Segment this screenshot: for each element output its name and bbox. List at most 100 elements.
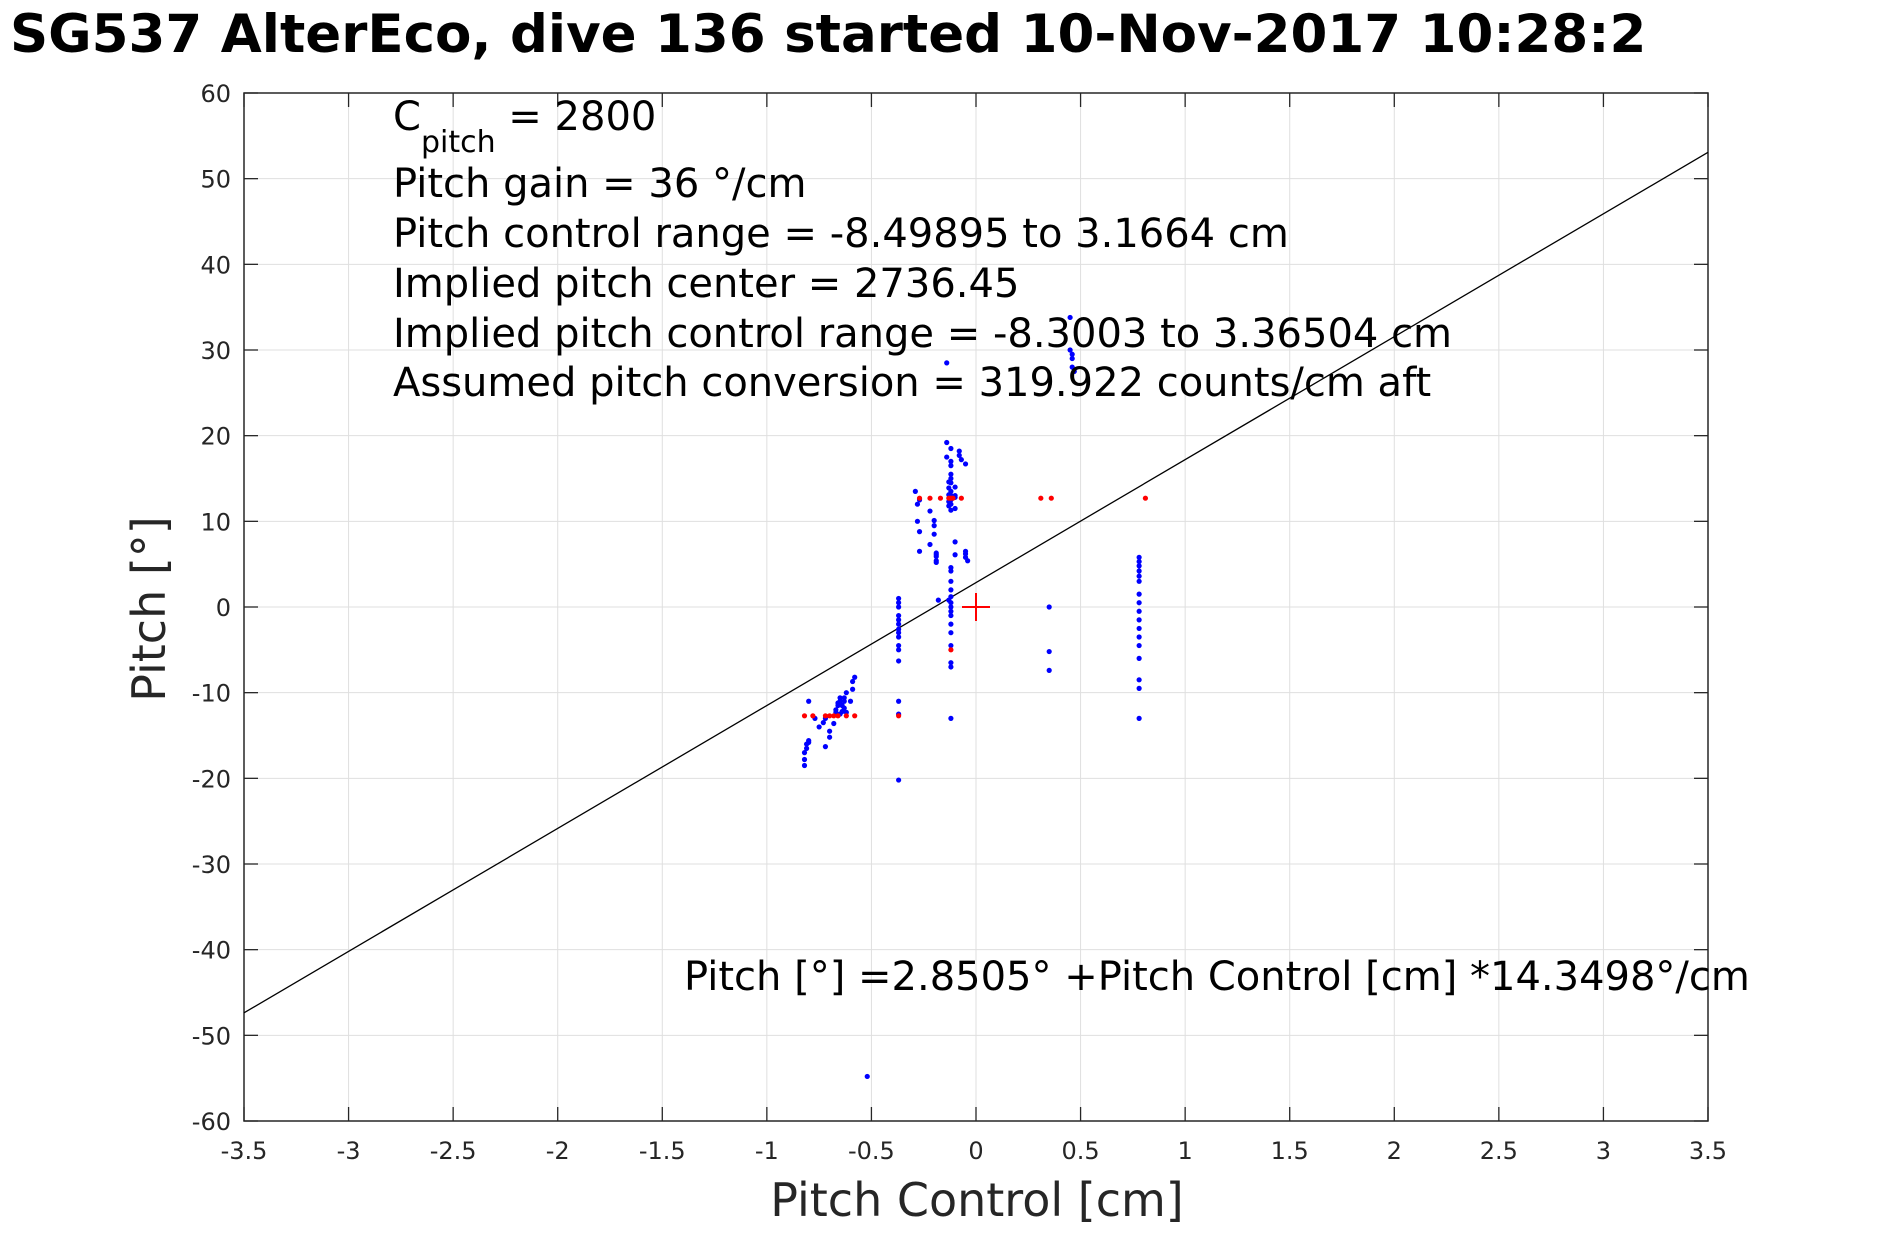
data-point-blue — [1136, 591, 1142, 597]
data-point-blue — [850, 686, 856, 692]
data-point-blue — [944, 360, 950, 366]
data-point-blue — [1136, 625, 1142, 632]
data-point-blue — [948, 612, 954, 619]
data-point-blue — [1136, 563, 1142, 569]
data-point-blue — [843, 690, 849, 696]
data-point-blue — [948, 488, 954, 494]
data-point-blue — [933, 559, 939, 566]
tick-marks — [243, 92, 1709, 1122]
data-point-red — [831, 713, 837, 719]
data-point-blue — [827, 728, 833, 734]
data-point-blue — [896, 612, 902, 619]
data-point-blue — [896, 647, 902, 653]
data-point-blue — [896, 658, 902, 664]
x-tick-label: -0.5 — [848, 1137, 895, 1165]
chart-title: SG537 AlterEco, dive 136 started 10-Nov-… — [10, 4, 1647, 65]
data-point-blue — [1136, 554, 1142, 560]
data-point-blue — [931, 523, 937, 529]
y-axis-label: Pitch [°] — [122, 516, 176, 702]
data-point-blue — [841, 698, 847, 704]
data-point-blue — [837, 695, 843, 701]
data-point-blue — [1136, 617, 1142, 623]
data-point-blue — [916, 529, 923, 535]
data-point-blue — [896, 626, 902, 632]
data-point-blue — [1136, 608, 1142, 614]
data-point-blue — [801, 756, 808, 763]
data-point-blue — [896, 698, 902, 704]
data-point-blue — [896, 604, 902, 610]
data-point-blue — [896, 777, 902, 783]
data-point-blue — [952, 484, 958, 490]
data-point-blue — [965, 558, 971, 564]
data-point-red — [950, 495, 956, 501]
data-point-blue — [820, 720, 826, 726]
fit-line — [243, 151, 1709, 1014]
data-point-blue — [850, 678, 856, 685]
y-tick-label: -10 — [192, 680, 231, 708]
data-point-blue — [806, 738, 812, 744]
data-point-blue — [948, 445, 954, 452]
data-point-red — [1142, 495, 1149, 501]
data-point-red — [927, 495, 933, 501]
y-tick-label: -20 — [192, 765, 231, 793]
data-point-blue — [948, 458, 954, 464]
y-tick-label: 60 — [200, 80, 231, 108]
data-point-blue — [948, 621, 954, 627]
data-point-blue — [944, 454, 950, 460]
data-point-blue — [1067, 347, 1073, 353]
data-point-blue — [841, 705, 847, 711]
y-tick-label: 30 — [200, 337, 231, 365]
data-point-blue — [864, 1073, 870, 1080]
data-point-blue — [847, 698, 854, 704]
data-point-blue — [896, 617, 902, 623]
data-point-blue — [833, 707, 839, 713]
data-point-blue — [948, 463, 954, 469]
data-point-blue — [948, 600, 954, 606]
data-point-blue — [956, 452, 962, 458]
data-point-red — [843, 713, 849, 719]
annotation-control-range: Pitch control range = -8.49895 to 3.1664… — [393, 211, 1289, 257]
x-tick-label: 3.5 — [1689, 1137, 1727, 1165]
data-point-blue — [944, 439, 950, 446]
data-point-blue — [1136, 600, 1142, 606]
data-point-blue — [952, 539, 958, 545]
data-point-blue — [1071, 368, 1077, 375]
data-point-blue — [948, 642, 954, 649]
data-point-blue — [958, 457, 964, 463]
x-tick-label: 0.5 — [1061, 1137, 1099, 1165]
data-point-blue — [803, 745, 810, 751]
y-tick-label: -60 — [192, 1108, 231, 1136]
data-point-red — [810, 713, 816, 719]
x-tick-label: -1.5 — [639, 1137, 686, 1165]
data-point-blue — [1136, 578, 1142, 584]
data-point-blue — [1136, 685, 1142, 691]
data-point-blue — [1136, 568, 1142, 574]
data-point-blue — [1136, 677, 1142, 683]
data-point-red — [916, 495, 923, 501]
data-point-red — [801, 713, 808, 719]
data-point-blue — [948, 501, 954, 507]
y-tick-label: 50 — [200, 166, 231, 194]
data-point-blue — [933, 553, 939, 560]
data-point-blue — [952, 552, 958, 558]
data-point-blue — [1069, 364, 1075, 370]
data-point-blue — [827, 734, 833, 740]
data-point-blue — [948, 608, 954, 614]
data-point-red — [1038, 495, 1044, 501]
data-point-blue — [948, 664, 954, 670]
data-point-blue — [948, 715, 954, 721]
y-tick-label: -30 — [192, 851, 231, 879]
data-point-blue — [816, 724, 822, 730]
data-point-blue — [896, 595, 902, 602]
data-point-red — [835, 713, 841, 719]
data-point-blue — [1069, 355, 1075, 362]
data-point-blue — [896, 642, 902, 649]
data-point-red — [1048, 495, 1054, 501]
x-tick-label: -2.5 — [430, 1137, 477, 1165]
x-tick-label: -2 — [546, 1137, 570, 1165]
data-point-blue — [801, 750, 808, 756]
annotation-c-pitch-prefix: C — [393, 94, 421, 140]
data-point-blue — [948, 568, 954, 574]
data-point-blue — [801, 762, 808, 769]
data-point-blue — [912, 488, 918, 494]
